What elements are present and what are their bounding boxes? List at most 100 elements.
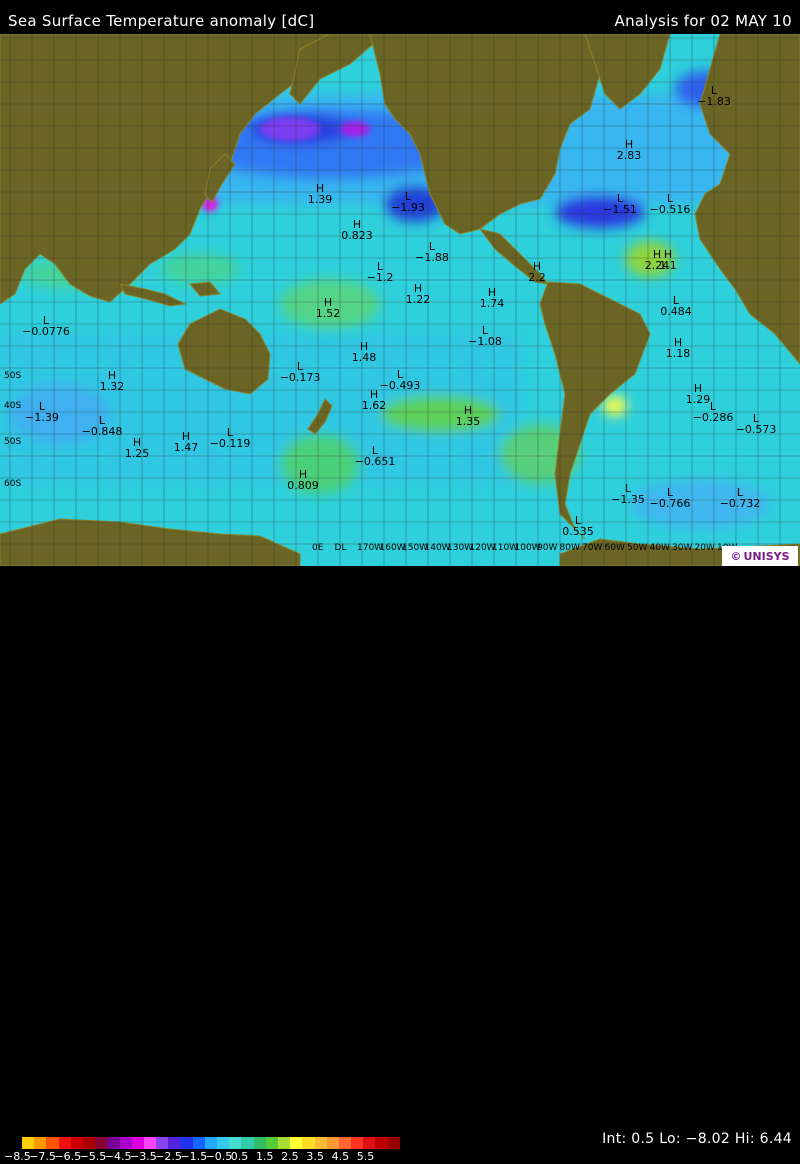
low-marker: L−0.286	[693, 400, 734, 424]
marker-value: −0.173	[280, 371, 321, 384]
marker-value: 0.484	[660, 305, 692, 318]
scale-label: 4.5	[331, 1150, 350, 1163]
scale-swatch	[217, 1137, 230, 1149]
longitude-label: 170W	[357, 543, 383, 553]
low-marker: L−1.35	[611, 482, 645, 506]
low-marker: L−1.08	[468, 324, 502, 348]
marker-type: L	[99, 414, 106, 427]
marker-type: H	[299, 468, 307, 481]
high-marker: H1.74	[480, 286, 505, 310]
longitude-label: 0E	[312, 543, 324, 553]
marker-value: 0.535	[562, 525, 594, 538]
high-marker: H1.47	[174, 430, 199, 454]
latitude-label: 40S	[4, 401, 21, 411]
marker-type: L	[667, 192, 674, 205]
marker-type: L	[297, 360, 304, 373]
longitude-label: 140W	[425, 543, 451, 553]
longitude-label: 60W	[605, 543, 625, 553]
scale-label: −8.5	[4, 1150, 31, 1163]
low-marker: L−0.732	[720, 486, 761, 510]
marker-value: 1.52	[316, 307, 341, 320]
marker-value: 1.22	[406, 293, 431, 306]
marker-type: L	[227, 426, 234, 439]
high-marker: H1.18	[666, 336, 691, 360]
scale-swatch	[168, 1137, 181, 1149]
marker-value: 2.83	[617, 149, 642, 162]
low-marker: L−0.651	[355, 444, 396, 468]
marker-type: H	[370, 388, 378, 401]
unisys-logo: © UNISYS	[722, 546, 798, 566]
analysis-date: Analysis for 02 MAY 10	[614, 12, 792, 30]
marker-value: 1.18	[666, 347, 691, 360]
low-marker: L−0.493	[380, 368, 421, 392]
scale-label: 0.5	[230, 1150, 249, 1163]
scale-swatch	[363, 1137, 376, 1149]
latitude-label: 60S	[4, 479, 21, 489]
longitude-label: DL	[335, 543, 347, 553]
scale-swatch	[180, 1137, 193, 1149]
scale-label: −4.5	[104, 1150, 132, 1163]
high-marker: H1.25	[125, 436, 150, 460]
scale-swatch	[58, 1137, 71, 1149]
scale-label: −5.5	[79, 1150, 107, 1163]
high-marker: H1.62	[362, 388, 387, 412]
scale-swatch	[131, 1137, 144, 1149]
marker-type: L	[575, 514, 582, 527]
longitude-label: 70W	[582, 543, 602, 553]
marker-value: −1.51	[603, 203, 637, 216]
marker-type: L	[737, 486, 744, 499]
longitude-label: 30W	[672, 543, 692, 553]
longitude-label: 90W	[537, 543, 557, 553]
marker-type: L	[372, 444, 379, 457]
low-marker: L0.484	[660, 294, 692, 318]
marker-type: L	[397, 368, 404, 381]
low-marker: L−1.51	[603, 192, 637, 216]
marker-type: H	[664, 248, 672, 261]
marker-value: 1.74	[480, 297, 505, 310]
low-marker: L−1.2	[367, 260, 394, 284]
longitude-label: 110W	[492, 543, 518, 553]
scale-label: −0.5	[205, 1150, 233, 1163]
marker-value: 1.29	[686, 393, 711, 406]
header-bar: Sea Surface Temperature anomaly [dC] Ana…	[0, 0, 800, 34]
low-marker: L−0.119	[210, 426, 251, 450]
marker-value: 0.823	[341, 229, 373, 242]
longitude-label: 80W	[560, 543, 580, 553]
marker-value: 1.48	[352, 351, 377, 364]
color-scale-bar	[22, 1137, 400, 1149]
marker-value: 1.62	[362, 399, 387, 412]
low-marker: L0.535	[562, 514, 594, 538]
scale-swatch	[22, 1137, 35, 1149]
marker-type: H	[353, 218, 361, 231]
marker-type: L	[617, 192, 624, 205]
scale-swatch	[375, 1137, 388, 1149]
latitude-label: 50S	[4, 371, 21, 381]
high-marker: H0.823	[341, 218, 373, 242]
scale-swatch	[302, 1137, 315, 1149]
scale-swatch	[46, 1137, 59, 1149]
low-marker: L−1.93	[391, 190, 425, 214]
marker-value: 1.25	[125, 447, 150, 460]
marker-value: −0.766	[650, 497, 691, 510]
high-marker: H1.52	[316, 296, 341, 320]
scale-swatch	[143, 1137, 157, 1149]
scale-label: 5.5	[356, 1150, 375, 1163]
scale-swatch	[290, 1137, 303, 1149]
marker-type: H	[653, 248, 661, 261]
marker-type: L	[482, 324, 489, 337]
scale-label: 3.5	[306, 1150, 324, 1163]
high-marker: H1.35	[456, 404, 481, 428]
marker-type: H	[674, 336, 682, 349]
marker-type: L	[625, 482, 632, 495]
high-marker: H2.83	[617, 138, 642, 162]
scale-swatch	[82, 1137, 96, 1149]
marker-type: L	[710, 400, 717, 413]
marker-type: L	[667, 486, 674, 499]
scale-label: −1.5	[180, 1150, 208, 1163]
scale-swatch	[314, 1137, 327, 1149]
scale-swatch	[192, 1137, 205, 1149]
marker-value: −1.35	[611, 493, 645, 506]
color-scale-labels: −8.5 −7.5 −6.5 −5.5 −4.5 −3.5 −2.5 −1.5 −0.5 0.5 1…	[4, 1150, 404, 1164]
